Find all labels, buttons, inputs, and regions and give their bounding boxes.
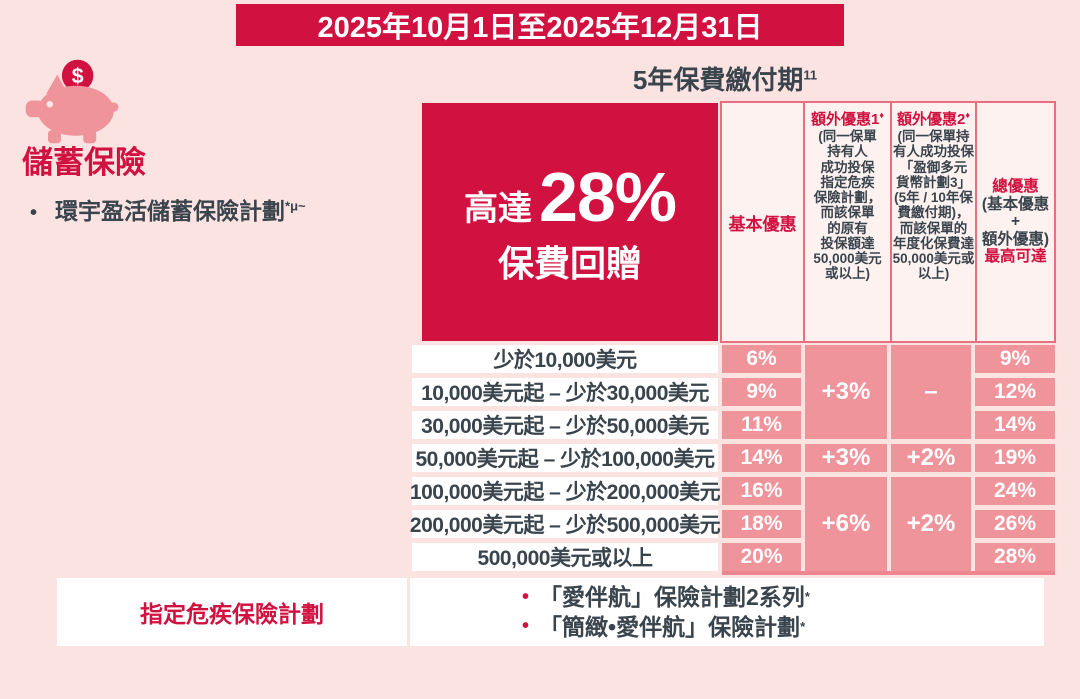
- plan-item-text: 「愛伴航」保險計劃2系列: [539, 583, 805, 610]
- base-offer-value: 18%: [722, 510, 801, 538]
- pig-snout: [25, 100, 45, 118]
- table-column-headers: 基本優惠 額外優惠1♦ (同一保單 持有人 成功投保 指定危疾 保險計劃， 而該…: [720, 101, 1056, 343]
- base-offer-value: 14%: [722, 444, 801, 472]
- extra2-desc-line: (同一保單持: [897, 129, 970, 144]
- piggy-bank-icon: $: [25, 59, 119, 144]
- extra1-desc-line: 保險計劃，: [813, 190, 882, 205]
- extra1-desc-line: 投保額達: [820, 235, 875, 251]
- total-offer-value: 24%: [975, 477, 1055, 505]
- section-title-savings-insurance: 儲蓄保險: [22, 145, 146, 180]
- plan-footnote-marks: *μ~: [285, 198, 306, 214]
- extra2-value-merged: –: [891, 345, 971, 439]
- pig-leg-back: [83, 130, 97, 144]
- total-desc-line: (基本優惠: [981, 195, 1050, 213]
- tier-label: 200,000美元起 – 少於500,000美元: [410, 510, 721, 538]
- payment-period-title: 5年保費繳付期11: [560, 60, 890, 97]
- extra2-desc-line: 有人成功投保: [893, 144, 974, 160]
- extra2-desc-line: 費繳付期)，: [897, 205, 970, 221]
- extra1-value: +3%: [805, 444, 887, 472]
- headline-prefix: 高達: [463, 189, 532, 228]
- extra1-desc-line: (同一保單: [818, 129, 877, 144]
- plan-item-text: 「簡緻•愛伴航」保險計劃: [539, 613, 801, 640]
- total-offer-value: 28%: [975, 543, 1055, 571]
- plan-name: 環宇盈活儲蓄保險計劃: [55, 198, 286, 224]
- headline-top-row: 高達 28%: [463, 157, 677, 237]
- date-range-banner: 2025年10月1日至2025年12月31日: [236, 4, 844, 46]
- base-offer-value: 16%: [722, 477, 801, 505]
- extra1-value-merged: +6%: [805, 477, 887, 571]
- extra1-desc-line: 指定危疾: [820, 174, 875, 190]
- headline-suffix: 保費回贈: [497, 243, 642, 284]
- rebate-table: 少於10,000美元 10,000美元起 – 少於30,000美元 30,000…: [410, 345, 1055, 571]
- plan-item-footnote: *: [800, 618, 806, 634]
- total-desc-line: +: [1010, 213, 1021, 231]
- tier-label: 30,000美元起 – 少於50,000美元: [412, 411, 718, 439]
- critical-illness-plan-list: • 「愛伴航」保險計劃2系列 * • 「簡緻•愛伴航」保險計劃 *: [410, 578, 1044, 646]
- tier-label: 50,000美元起 – 少於100,000美元: [412, 444, 718, 472]
- total-desc-line: 額外優惠): [981, 230, 1050, 248]
- base-offer-value: 20%: [722, 543, 801, 571]
- extra2-value: +2%: [891, 444, 971, 472]
- coin-icon: [61, 59, 94, 92]
- extra2-desc-line: 貨幣計劃3」: [895, 174, 971, 190]
- tier-label: 少於10,000美元: [412, 345, 718, 373]
- plan-item-footnote: *: [804, 589, 810, 604]
- extra1-value-merged: +3%: [805, 345, 887, 439]
- total-offer-value: 14%: [975, 411, 1055, 439]
- total-max-label: 最高可達: [984, 248, 1047, 266]
- plan-bullet: •: [30, 202, 38, 224]
- tier-label: 100,000美元起 – 少於200,000美元: [410, 477, 721, 505]
- diamond-footnote-icon: ♦: [965, 110, 970, 120]
- extra2-desc-line: 而該保單的: [899, 220, 968, 236]
- extra2-desc-line: (5年 / 10年保: [894, 190, 973, 205]
- headline-rebate-box: 高達 28% 保費回贈: [422, 103, 718, 341]
- column-header-extra2: 額外優惠2♦ (同一保單持 有人成功投保 「盈御多元 貨幣計劃3」 (5年 / …: [890, 103, 975, 341]
- extra2-desc-line: 以上): [917, 266, 950, 282]
- base-offer-label: 基本優惠: [728, 214, 797, 234]
- payment-period-footnote: 11: [803, 67, 818, 83]
- extra1-desc-line: 成功投保: [820, 159, 875, 175]
- plan-list-item: • 「愛伴航」保險計劃2系列 *: [522, 583, 1044, 612]
- payment-period-text: 5年保費繳付期: [632, 65, 804, 95]
- diamond-footnote-icon: ♦: [879, 110, 884, 120]
- extra1-title: 額外優惠1♦: [811, 110, 884, 128]
- extra1-desc-line: 而該保單: [820, 205, 875, 221]
- list-bullet: •: [522, 615, 530, 638]
- extra1-desc-line: 或以上): [825, 266, 870, 282]
- extra2-desc-line: 年度化保費達: [893, 235, 974, 251]
- tier-label: 10,000美元起 – 少於30,000美元: [412, 378, 718, 406]
- plan-name-line: • 環宇盈活儲蓄保險計劃*μ~: [30, 192, 306, 226]
- base-offer-value: 6%: [722, 345, 801, 373]
- pig-body: [37, 85, 114, 136]
- pig-tail: [109, 102, 119, 112]
- critical-illness-plans-box: 指定危疾保險計劃 • 「愛伴航」保險計劃2系列 * • 「簡緻•愛伴航」保險計劃 *: [57, 578, 1044, 646]
- extra1-desc-line: 的原有: [827, 220, 868, 236]
- coin-dollar-sign: $: [72, 64, 84, 88]
- table-bottom-border: [722, 571, 1055, 575]
- total-offer-value: 12%: [975, 378, 1055, 406]
- pig-eye: [46, 101, 54, 108]
- plan-list-item: • 「簡緻•愛伴航」保險計劃 *: [522, 613, 1044, 642]
- base-offer-value: 9%: [722, 378, 801, 406]
- list-bullet: •: [522, 585, 530, 608]
- extra1-desc-line: 持有人: [827, 144, 868, 160]
- column-header-extra1: 額外優惠1♦ (同一保單 持有人 成功投保 指定危疾 保險計劃， 而該保單 的原…: [803, 103, 890, 341]
- total-offer-value: 9%: [975, 345, 1055, 373]
- column-header-total: 總優惠 (基本優惠 + 額外優惠) 最高可達: [975, 103, 1054, 341]
- extra2-value-merged: +2%: [891, 477, 971, 571]
- base-offer-value: 11%: [722, 411, 801, 439]
- tier-label: 500,000美元或以上: [412, 543, 718, 571]
- pig-leg-front: [47, 130, 61, 144]
- extra2-title: 額外優惠2♦: [897, 110, 970, 128]
- critical-illness-label: 指定危疾保險計劃: [57, 578, 410, 646]
- headline-percentage: 28%: [538, 158, 677, 236]
- total-offer-value: 26%: [975, 510, 1055, 538]
- column-header-base: 基本優惠: [722, 103, 803, 341]
- total-offer-title: 總優惠: [992, 178, 1039, 196]
- extra1-desc-line: 50,000美元: [813, 251, 882, 266]
- extra2-desc-line: 50,000美元或: [892, 251, 975, 266]
- total-offer-value: 19%: [975, 444, 1055, 472]
- extra2-desc-line: 「盈御多元: [899, 159, 968, 175]
